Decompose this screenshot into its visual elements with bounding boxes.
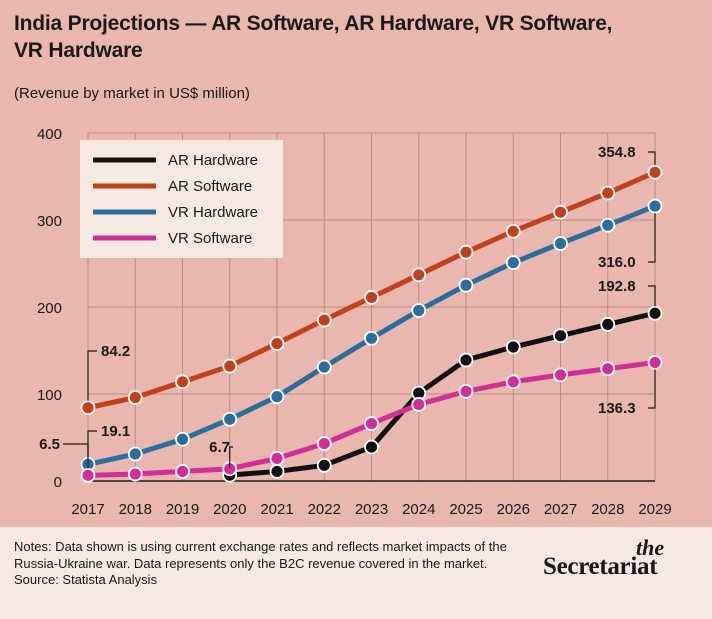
annotation-leader [648, 213, 656, 263]
data-point [269, 464, 285, 479]
x-tick-label: 2028 [591, 501, 624, 518]
data-point [80, 467, 96, 483]
notes: Notes: Data shown is using current excha… [14, 539, 519, 589]
source-text: Source: Statista Analysis [14, 572, 158, 587]
annotation-leader [648, 151, 656, 166]
legend-label: VR Hardware [168, 204, 258, 221]
data-point [411, 267, 427, 283]
x-tick-label: 2017 [71, 501, 104, 518]
data-point [175, 464, 190, 479]
data-point [316, 436, 332, 451]
x-tick-label: 2029 [638, 501, 671, 518]
y-tick-label: 400 [37, 126, 62, 143]
series-line-ar-hardware [227, 310, 658, 478]
data-point [505, 374, 521, 390]
data-label: 316.0 [598, 254, 636, 271]
x-tick-label: 2023 [355, 501, 388, 518]
data-point [600, 185, 616, 201]
data-point [411, 303, 427, 318]
data-point [175, 374, 190, 390]
x-tick-label: 2021 [260, 501, 293, 518]
data-point [269, 336, 285, 351]
data-point [222, 411, 238, 427]
x-tick-label: 2025 [449, 501, 482, 518]
annotation-leader [648, 369, 656, 409]
data-point [316, 312, 332, 328]
brand-logo-the: the [636, 535, 665, 560]
x-tick-label: 2024 [402, 501, 435, 518]
data-point [458, 383, 474, 399]
legend-label: AR Software [168, 178, 252, 195]
data-label: 84.2 [101, 343, 130, 360]
annotation-leader [648, 285, 656, 307]
data-point [269, 389, 285, 405]
data-point [269, 450, 285, 466]
data-point [458, 277, 474, 293]
annotation-leader [87, 430, 97, 458]
data-point [316, 457, 332, 473]
data-point [553, 204, 568, 220]
x-tick-label: 2026 [497, 501, 530, 518]
data-point [600, 217, 616, 233]
x-tick-label: 2027 [544, 501, 577, 518]
data-point [364, 330, 379, 346]
data-point [175, 431, 190, 447]
data-label: 354.8 [598, 144, 636, 161]
data-point [647, 305, 663, 321]
data-point [222, 358, 238, 374]
data-point [647, 355, 663, 370]
data-label: 19.1 [101, 423, 130, 440]
y-tick-label: 200 [37, 300, 62, 317]
data-label: 192.8 [598, 278, 636, 295]
x-tick-label: 2020 [213, 501, 246, 518]
brand-logo-secretariat: Secretariat [543, 553, 658, 580]
footer: Notes: Data shown is using current excha… [0, 527, 712, 619]
y-tick-label: 100 [37, 387, 62, 404]
data-point [364, 416, 379, 431]
legend-label: AR Hardware [168, 152, 258, 169]
x-tick-label: 2018 [119, 501, 152, 518]
data-point [600, 361, 616, 377]
data-point [364, 439, 379, 455]
data-point [127, 466, 143, 482]
data-point [316, 359, 332, 375]
annotation-leader [63, 443, 89, 469]
data-point [364, 290, 379, 305]
data-point [553, 236, 568, 251]
y-tick-label: 300 [37, 213, 62, 230]
data-point [553, 328, 568, 344]
line-chart: 0 100 200 300 400 2017 2018 2019 2020 2021 2022 202… [37, 126, 672, 518]
data-label: 136.3 [598, 400, 636, 417]
data-point [505, 339, 521, 355]
chart-subtitle: (Revenue by market in US$ million) [14, 85, 250, 102]
data-point [505, 255, 521, 271]
x-tick-label: 2022 [308, 501, 341, 518]
x-tick-label: 2019 [166, 501, 199, 518]
data-point [458, 352, 474, 368]
data-point [600, 316, 616, 332]
legend-label: VR Software [168, 230, 252, 247]
data-point [505, 223, 521, 239]
data-point [647, 198, 663, 214]
annotation-leader [229, 446, 233, 469]
data-label: 6.7 [209, 439, 230, 456]
annotation-leader [87, 350, 97, 401]
y-tick-label: 0 [54, 474, 62, 491]
data-point [127, 446, 143, 462]
data-point [80, 400, 96, 416]
chart-title: India Projections — AR Software, AR Hard… [14, 12, 613, 62]
data-point [411, 397, 427, 412]
data-point [647, 164, 663, 180]
data-point [553, 367, 568, 383]
data-point [127, 390, 143, 405]
data-label: 6.5 [39, 436, 60, 453]
notes-text: Notes: Data shown is using current excha… [14, 539, 507, 571]
data-point [458, 244, 474, 260]
